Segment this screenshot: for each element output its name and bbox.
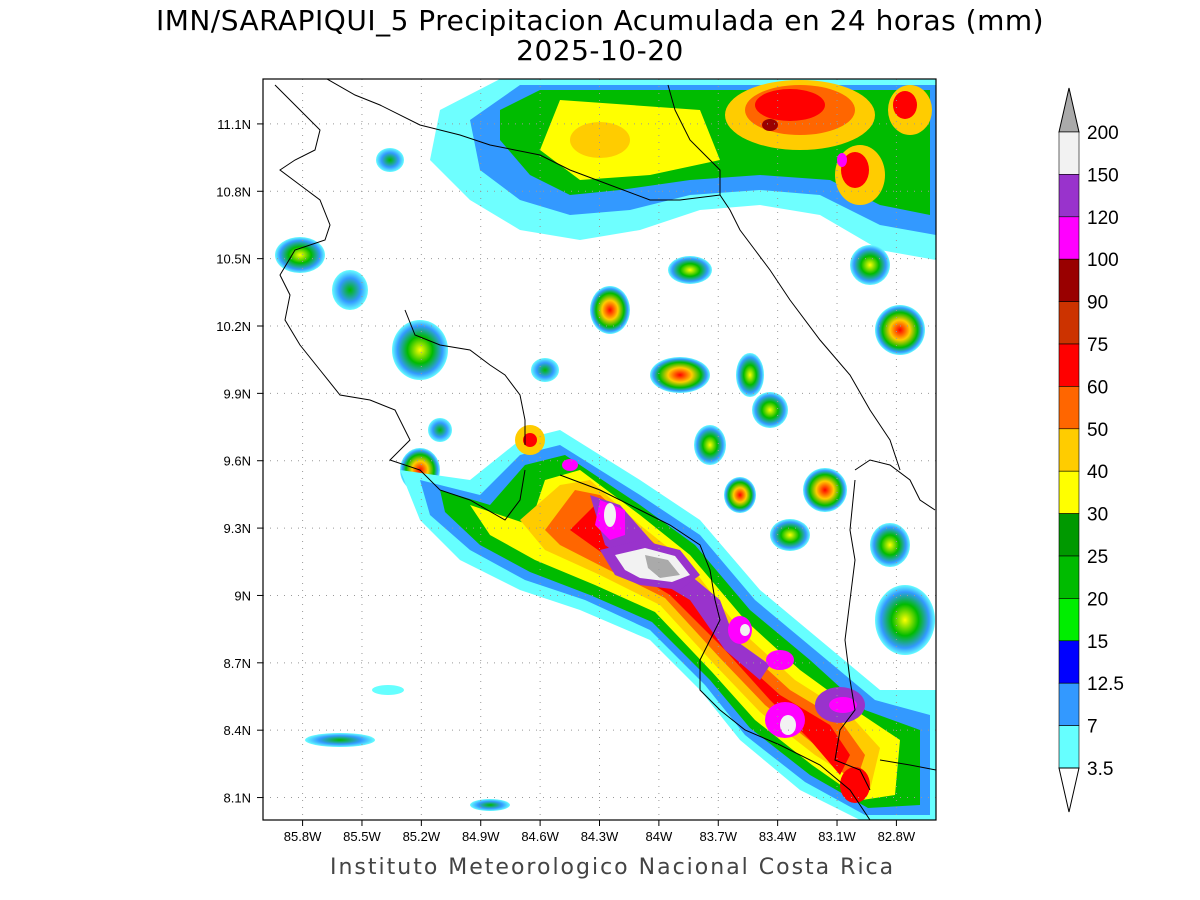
colorbar-label: 100 bbox=[1087, 250, 1119, 271]
colorbar-swatch bbox=[1058, 216, 1080, 260]
lat-tick-label: 10.5N bbox=[216, 252, 251, 267]
lat-tick-label: 9.9N bbox=[224, 386, 251, 401]
colorbar-label: 3.5 bbox=[1087, 759, 1113, 780]
colorbar-label: 120 bbox=[1087, 208, 1119, 229]
lat-tick-label: 10.8N bbox=[216, 184, 251, 199]
precipitation-field bbox=[275, 79, 936, 820]
lon-tick-label: 85.2W bbox=[403, 829, 441, 844]
lat-tick-label: 8.7N bbox=[224, 656, 251, 671]
colorbar-swatch bbox=[1058, 725, 1080, 769]
colorbar-swatch bbox=[1058, 174, 1080, 218]
colorbar-label: 40 bbox=[1087, 462, 1108, 483]
colorbar-label: 7 bbox=[1087, 717, 1098, 738]
colorbar-swatch bbox=[1058, 682, 1080, 726]
lat-tick-label: 9.3N bbox=[224, 521, 251, 536]
lon-tick-label: 83.4W bbox=[759, 829, 797, 844]
colorbar-label: 150 bbox=[1087, 165, 1119, 186]
lon-tick-label: 85.5W bbox=[343, 829, 381, 844]
lat-tick-label: 8.4N bbox=[224, 723, 251, 738]
colorbar-swatch bbox=[1058, 258, 1080, 302]
colorbar-swatch bbox=[1058, 640, 1080, 684]
colorbar-swatch bbox=[1058, 598, 1080, 642]
lon-tick-label: 83.1W bbox=[818, 829, 856, 844]
colorbar-swatch bbox=[1058, 428, 1080, 472]
lon-tick-label: 85.8W bbox=[284, 829, 322, 844]
lon-axis: 85.8W 85.5W 85.2W 84.9W 84.6W 84.3W 84W 83.7W 83… bbox=[284, 820, 916, 844]
colorbar-swatch bbox=[1058, 386, 1080, 430]
colorbar-swatch bbox=[1058, 301, 1080, 345]
lon-tick-label: 84.9W bbox=[462, 829, 500, 844]
map-date: 2025-10-20 bbox=[516, 34, 684, 67]
lon-tick-label: 83.7W bbox=[699, 829, 737, 844]
graticule bbox=[263, 79, 936, 820]
lat-tick-label: 10.2N bbox=[216, 319, 251, 334]
lon-tick-label: 84W bbox=[646, 829, 673, 844]
colorbar-label: 75 bbox=[1087, 335, 1108, 356]
colorbar-over-arrow bbox=[1058, 87, 1080, 133]
lat-tick-label: 8.1N bbox=[224, 791, 251, 806]
colorbar-label: 200 bbox=[1087, 123, 1119, 144]
colorbar-label: 15 bbox=[1087, 632, 1108, 653]
footer-credit: Instituto Meteorologico Nacional Costa R… bbox=[330, 855, 896, 880]
lon-tick-label: 84.6W bbox=[521, 829, 559, 844]
lon-tick-label: 82.8W bbox=[878, 829, 916, 844]
colorbar-label: 90 bbox=[1087, 293, 1108, 314]
colorbar-swatch bbox=[1058, 343, 1080, 387]
colorbar-label: 60 bbox=[1087, 377, 1108, 398]
colorbar-under-arrow bbox=[1058, 767, 1080, 813]
colorbar-label: 30 bbox=[1087, 505, 1108, 526]
lat-tick-label: 9.6N bbox=[224, 454, 251, 469]
colorbar-label: 50 bbox=[1087, 420, 1108, 441]
colorbar-label: 20 bbox=[1087, 589, 1108, 610]
map-title: IMN/SARAPIQUI_5 Precipitacion Acumulada … bbox=[155, 4, 1045, 37]
coastlines bbox=[274, 79, 936, 820]
colorbar-swatch bbox=[1058, 513, 1080, 557]
colorbar: 200 150 120 100 90 75 60 50 40 30 25 20 15 12.5 7 3.5 bbox=[1058, 87, 1124, 813]
colorbar-swatch bbox=[1058, 470, 1080, 514]
lat-axis: 11.1N 10.8N 10.5N 10.2N 9.9N 9.6N 9.3N 9N 8.7N 8.… bbox=[216, 117, 263, 806]
colorbar-label: 25 bbox=[1087, 547, 1108, 568]
colorbar-swatch bbox=[1058, 555, 1080, 599]
colorbar-swatch bbox=[1058, 131, 1080, 175]
lat-tick-label: 9N bbox=[234, 588, 251, 603]
lat-tick-label: 11.1N bbox=[217, 117, 251, 132]
lon-tick-label: 84.3W bbox=[581, 829, 619, 844]
colorbar-label: 12.5 bbox=[1087, 674, 1124, 695]
